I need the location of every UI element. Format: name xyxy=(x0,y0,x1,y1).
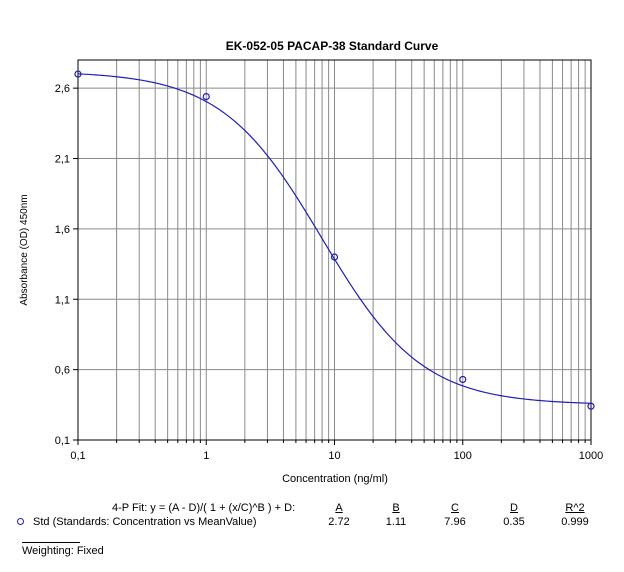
x-tick-label: 1000 xyxy=(579,450,603,462)
value-a: 2.72 xyxy=(328,516,350,528)
header-d: D xyxy=(510,502,518,514)
weighting-text: Weighting: Fixed xyxy=(22,545,104,557)
data-point xyxy=(330,253,339,261)
series-label: Std (Standards: Concentration vs MeanVal… xyxy=(33,516,257,528)
chart-title: EK-052-05 PACAP-38 Standard Curve xyxy=(226,39,439,53)
series-marker-icon xyxy=(17,518,24,525)
value-c: 7.96 xyxy=(444,516,466,528)
header-c: C xyxy=(451,502,459,514)
y-tick-label: 1,6 xyxy=(55,224,70,236)
y-tick-label: 0,1 xyxy=(55,435,70,447)
value-b: 1.11 xyxy=(385,516,407,528)
x-axis-label: Concentration (ng/ml) xyxy=(282,473,388,485)
axis-ticks: 0,1 1 10 100 1000 0,1 0,6 1,1 1,6 2,1 2,6 xyxy=(55,83,604,462)
y-tick-label: 0,6 xyxy=(55,365,70,377)
data-point xyxy=(74,70,82,78)
value-d: 0.35 xyxy=(503,516,525,528)
data-points-layer xyxy=(74,70,595,410)
y-tick-label: 2,1 xyxy=(55,154,70,166)
data-point xyxy=(459,375,467,384)
y-tick-label: 2,6 xyxy=(55,83,70,95)
weighting-divider xyxy=(22,542,80,543)
data-point xyxy=(587,402,595,410)
x-tick-label: 1 xyxy=(203,450,209,462)
header-a: A xyxy=(335,502,343,514)
fit-curve xyxy=(77,73,592,404)
header-r2: R^2 xyxy=(565,502,585,514)
value-r2: 0.999 xyxy=(561,516,589,528)
header-b: B xyxy=(392,502,400,514)
fit-equation: 4-P Fit: y = (A - D)/( 1 + (x/C)^B ) + D… xyxy=(112,502,296,514)
fit-curve-layer xyxy=(77,73,592,404)
standard-curve-chart: EK-052-05 PACAP-38 Standard Curve 0,1 1 10… xyxy=(19,39,604,485)
data-point xyxy=(202,92,210,101)
x-tick-label: 10 xyxy=(328,450,340,462)
x-tick-label: 100 xyxy=(454,450,472,462)
x-tick-label: 0,1 xyxy=(70,450,85,462)
grid xyxy=(78,60,591,440)
y-axis-label: Absorbance (OD) 450nm xyxy=(19,194,30,305)
y-tick-label: 1,1 xyxy=(55,294,70,306)
